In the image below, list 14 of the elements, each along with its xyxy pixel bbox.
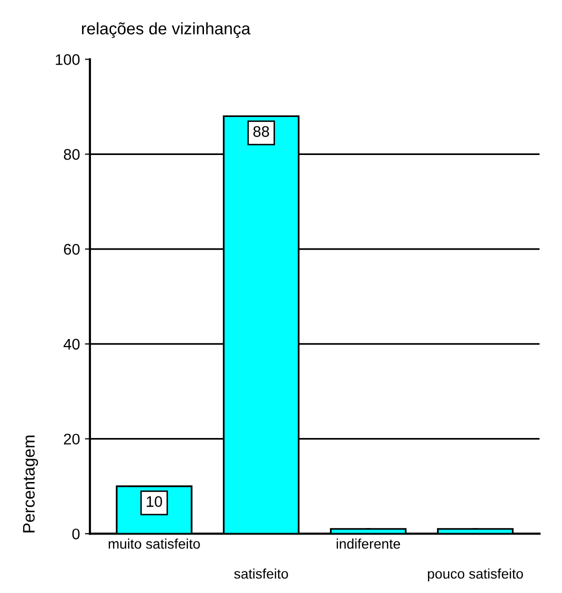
chart-title: relações de vizinhança bbox=[82, 22, 250, 38]
x-tick-label: muito satisfeito bbox=[108, 538, 200, 549]
y-tick-label: 60 bbox=[64, 244, 80, 255]
y-axis-title: Percentagem bbox=[23, 436, 38, 532]
y-tick-label: 0 bbox=[72, 528, 80, 540]
y-tick-label: 40 bbox=[64, 338, 80, 350]
data-label: 88 bbox=[253, 126, 270, 137]
y-tick-label: 100 bbox=[56, 54, 80, 65]
x-tick-label: pouco satisfeito bbox=[428, 568, 523, 582]
data-label: 10 bbox=[146, 496, 162, 507]
x-tick-label: indiferente bbox=[336, 538, 400, 549]
y-tick-label: 80 bbox=[64, 149, 80, 160]
x-tick-label: satisfeito bbox=[234, 568, 288, 579]
y-tick-label: 20 bbox=[64, 434, 80, 445]
